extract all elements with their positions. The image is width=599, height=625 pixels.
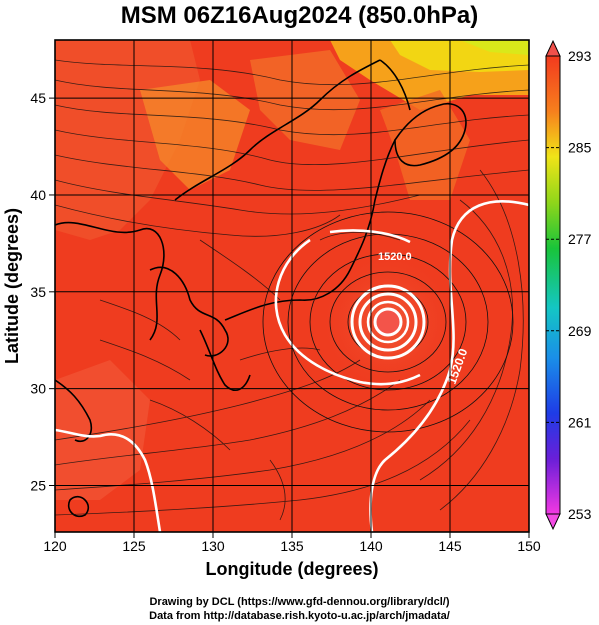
x-tick-label: 135	[280, 538, 304, 554]
x-tick-label: 145	[438, 538, 462, 554]
x-tick-label: 125	[122, 538, 146, 554]
coast-sakhalin	[379, 59, 411, 111]
credit-drawing: Drawing by DCL (https://www.gfd-dennou.o…	[149, 596, 450, 608]
colorbar: 293 285 277 269 261 253	[545, 39, 592, 531]
colorbar-tick-label: 269	[568, 323, 592, 339]
coast-korea	[149, 266, 229, 357]
typhoon-eye	[373, 307, 403, 337]
streamlines	[55, 59, 529, 521]
geopotential-contours	[55, 200, 529, 532]
chart-title: MSM 06Z16Aug2024 (850.0hPa)	[120, 2, 479, 29]
coast-china-north	[55, 221, 165, 341]
x-tick-label: 140	[359, 538, 383, 554]
typhoon-rings	[350, 284, 426, 360]
y-tick-label: 25	[30, 478, 46, 494]
x-tick-label: 130	[201, 538, 225, 554]
coast-island-sw	[67, 495, 90, 518]
x-ticks: 120 125 130 135 140 145 150	[43, 532, 541, 554]
y-tick-label: 30	[30, 381, 46, 397]
y-tick-label: 40	[30, 187, 46, 203]
colorbar-gradient	[545, 55, 561, 515]
colorbar-tick-label: 293	[568, 48, 592, 64]
contour-label-inner: 1520.0	[378, 251, 412, 263]
colorbar-tick-label: 277	[568, 231, 592, 247]
contour-inner-north	[329, 229, 411, 244]
field-siberia-east	[250, 50, 360, 150]
credit-data-source: Data from http://database.rish.kyoto-u.a…	[149, 610, 450, 622]
y-axis-label: Latitude (degrees)	[2, 208, 22, 364]
grid-lines	[54, 40, 530, 532]
colorbar-tick-label: 253	[568, 506, 592, 522]
x-axis-label: Longitude (degrees)	[205, 559, 378, 579]
coast-hokkaido	[394, 103, 467, 167]
colorbar-arrow-top	[545, 39, 561, 57]
colorbar-arrow-bottom	[545, 513, 561, 531]
contour-southwest	[55, 428, 162, 532]
y-tick-label: 45	[30, 90, 46, 106]
field-manchuria	[140, 80, 250, 190]
coastlines	[55, 59, 467, 518]
field-hokkaido	[380, 90, 470, 200]
contour-inner-west	[274, 238, 421, 386]
x-tick-label: 120	[43, 538, 67, 554]
field-yellow-green	[460, 40, 529, 55]
contour-outer	[369, 200, 529, 532]
y-ticks: 25 30 35 40 45	[30, 90, 55, 494]
coast-kyushu	[199, 329, 251, 391]
field-southwest	[55, 360, 150, 500]
y-tick-label: 35	[30, 284, 46, 300]
colorbar-tick-label: 261	[568, 414, 592, 430]
x-tick-label: 150	[517, 538, 541, 554]
colorbar-tick-label: 285	[568, 140, 592, 156]
